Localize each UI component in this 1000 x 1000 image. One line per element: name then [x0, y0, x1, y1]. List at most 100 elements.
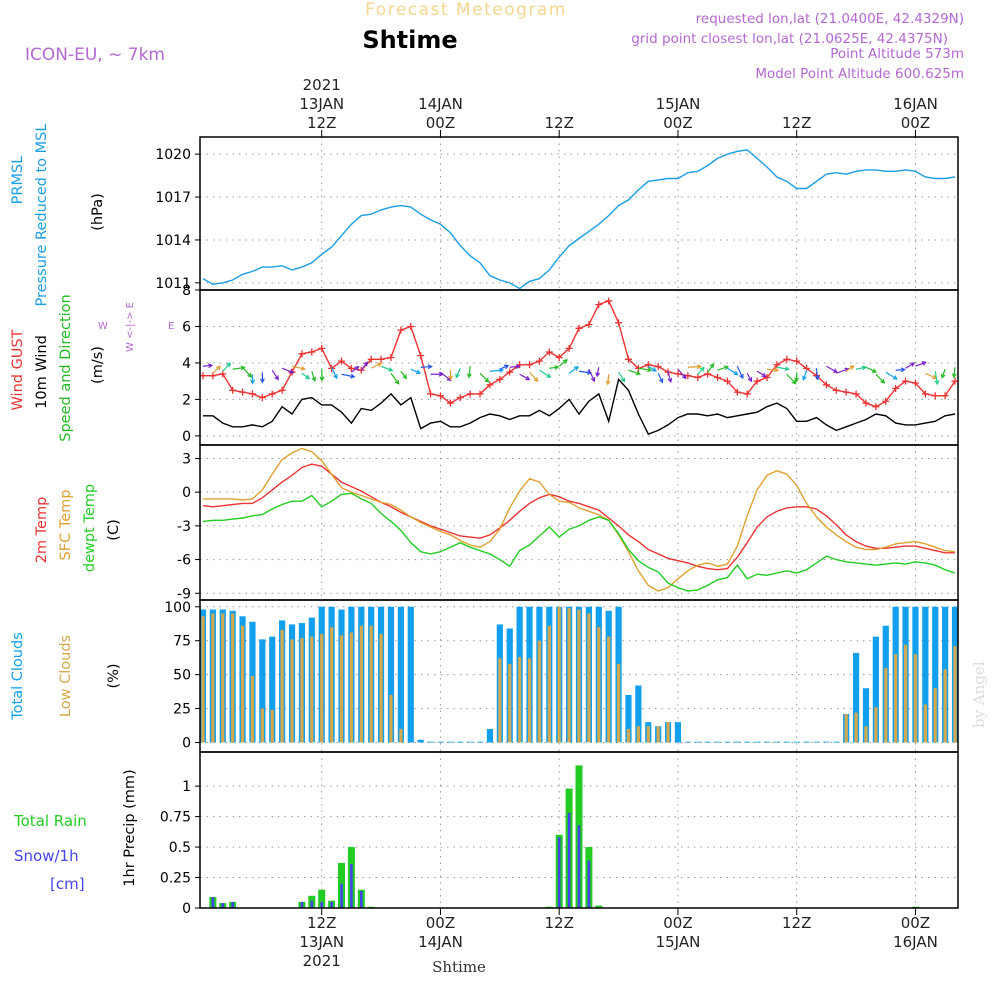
axis-title-direction: Speed and Direction [58, 294, 74, 441]
wind-direction-arrow [468, 366, 471, 378]
low-cloud-bar [359, 625, 363, 743]
y-tick-label: 50 [173, 668, 191, 684]
total-cloud-bar [862, 688, 870, 743]
wind-arrow-head [791, 379, 797, 385]
wind-direction-arrow [766, 368, 779, 371]
bottom-time-label: 12Z [545, 914, 574, 932]
total-cloud-bar [625, 695, 632, 743]
wind-direction-arrow [885, 371, 898, 380]
low-cloud-bar [280, 629, 284, 743]
wind-arrow-head [832, 368, 838, 373]
low-cloud-bar [567, 608, 571, 743]
gust-marker [892, 384, 900, 392]
y-tick-label: 1020 [155, 147, 191, 163]
bottom-time-label: 14JAN [418, 933, 463, 951]
wind-arrow-head [466, 373, 472, 379]
total-cloud-bar [387, 606, 395, 743]
total-cloud-bar [813, 741, 820, 743]
low-cloud-bar [498, 658, 502, 743]
gust-marker [417, 352, 425, 360]
axis-title-hpa: (hPa) [90, 193, 106, 230]
low-cloud-bar [399, 728, 403, 743]
wind-arrow-head [667, 377, 673, 384]
low-cloud-bar [666, 722, 670, 743]
wind-arrow-head [333, 374, 338, 380]
wind-direction-arrow [746, 372, 752, 382]
gust-marker [595, 301, 603, 309]
top-time-label: 15JAN [656, 95, 701, 113]
wind-direction-arrow [638, 367, 652, 371]
wind-direction-arrow [499, 364, 509, 370]
snow-bar [310, 900, 314, 908]
snow-bar [300, 901, 304, 908]
total-cloud-bar [714, 741, 721, 743]
bottom-time-label: 00Z [426, 914, 455, 932]
low-cloud-bar [330, 627, 334, 743]
wind-arrow-head [723, 365, 730, 370]
y-tick-label: 0.75 [160, 810, 191, 826]
low-cloud-bar [201, 616, 205, 743]
wind-direction-arrow [568, 366, 579, 374]
total-cloud-bar [922, 606, 929, 743]
y-tick-label: -6 [177, 553, 191, 569]
wind-direction-arrow [202, 364, 212, 367]
top-time-label: 00Z [901, 114, 930, 132]
y-tick-label: -9 [177, 586, 191, 602]
low-cloud-bar [290, 639, 294, 743]
wind-direction-arrow [776, 366, 789, 370]
gust-marker [446, 399, 454, 407]
gust-marker [753, 377, 761, 385]
wind-direction-arrow [242, 366, 252, 378]
wind-arrow-head [240, 365, 246, 371]
plot-area: 101110141017102002468-9-6-30302550751000… [10, 76, 959, 970]
wind-arrow-head [747, 377, 753, 383]
point-altitude: Point Altitude 573m [830, 46, 964, 62]
snow-bar [587, 860, 591, 908]
wind-arrow-head [951, 373, 957, 379]
axis-title-pressure: Pressure Reduced to MSL [34, 124, 50, 307]
wind-direction-arrow [291, 365, 305, 370]
gridpoint-coords: grid point closest lon,lat (21.0625E, 42… [631, 31, 948, 47]
snow-bar [567, 812, 571, 908]
wind-arrow-head [427, 364, 433, 370]
wind-arrow-head [533, 377, 539, 382]
total-cloud-bar [823, 741, 830, 743]
y-tick-label: 1011 [155, 276, 191, 292]
wind-direction-arrow [628, 369, 641, 375]
top-time-label: 12Z [307, 114, 336, 132]
series-line-dewpt-temp [202, 492, 956, 592]
y-tick-label: 0 [182, 429, 191, 445]
total-cloud-bar [734, 741, 741, 743]
gust-marker [466, 390, 474, 398]
gust-marker [902, 377, 910, 385]
wind-direction-arrow [549, 366, 559, 369]
rain-bar [318, 889, 326, 908]
bottom-time-label: 12Z [782, 914, 811, 932]
gust-marker [239, 388, 247, 396]
gust-marker [308, 348, 316, 356]
gust-marker [842, 388, 850, 396]
wind-direction-arrow [756, 370, 766, 378]
top-time-label: 2021 [303, 76, 341, 94]
gust-marker [733, 388, 741, 396]
wind-arrow-head [250, 379, 256, 385]
wind-arrow-head [934, 380, 940, 386]
low-cloud-bar [903, 644, 908, 743]
y-tick-label: 1014 [155, 233, 191, 249]
wind-direction-arrow [558, 359, 568, 367]
total-cloud-bar [932, 606, 939, 743]
low-cloud-bar [537, 640, 542, 743]
low-cloud-bar [864, 726, 868, 743]
gust-marker [248, 390, 256, 398]
y-tick-label: 0 [182, 901, 191, 917]
wind-direction-arrow [281, 367, 294, 374]
snow-bar [557, 837, 561, 908]
gust-marker [545, 348, 553, 356]
wind-arrow-head [415, 369, 422, 375]
wind-direction-arrow [509, 365, 520, 368]
total-cloud-bar [259, 639, 266, 743]
snow-bar [330, 901, 333, 908]
wind-direction-arrow [529, 371, 539, 382]
wind-direction-arrow [845, 365, 854, 372]
gust-marker [575, 324, 583, 332]
